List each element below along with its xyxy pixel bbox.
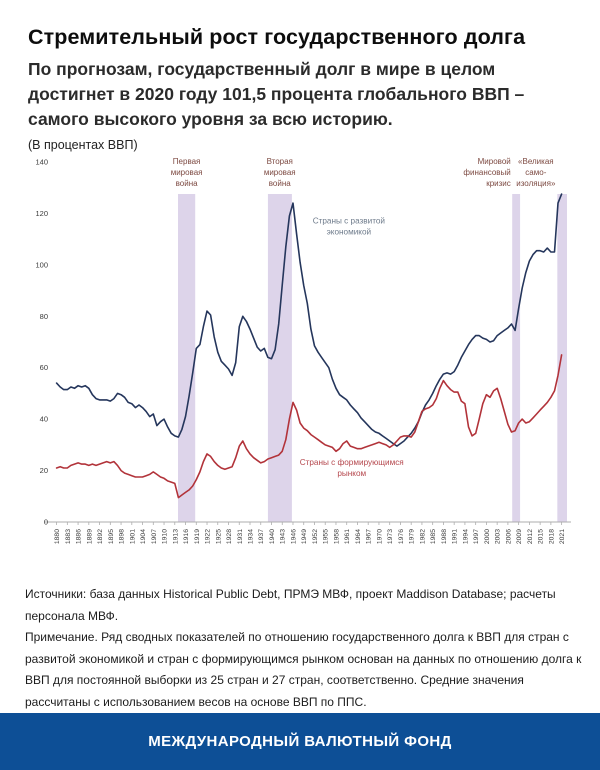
x-tick-label: 2012 (527, 529, 534, 544)
x-tick-label: 1979 (409, 529, 416, 544)
chart-canvas: Первая мировая война Вторая мировая война Миро… (35, 157, 571, 544)
event-band-label-1: война (269, 179, 291, 188)
x-tick-label: 2000 (484, 529, 491, 544)
note-text: Примечание. Ряд сводных показателей по о… (25, 630, 582, 709)
series-label-1: рынком (337, 469, 366, 478)
x-tick-label: 1901 (129, 529, 136, 544)
event-band-label-3: изоляция» (516, 179, 556, 188)
footnotes: Источники: база данных Historical Public… (25, 584, 582, 713)
x-tick-label: 1883 (65, 529, 72, 544)
x-tick-label: 1931 (237, 529, 244, 544)
series-line-0 (55, 193, 563, 447)
debt-line-chart: Первая мировая война Вторая мировая война Миро… (30, 150, 585, 577)
x-tick-label: 1961 (344, 529, 351, 544)
event-band-3 (557, 194, 567, 522)
x-tick-label: 1988 (441, 529, 448, 544)
imf-footer-bar: МЕЖДУНАРОДНЫЙ ВАЛЮТНЫЙ ФОНД (0, 713, 600, 770)
x-tick-label: 1958 (333, 529, 340, 544)
series-label-1: Страны с формирующимся (300, 458, 404, 467)
event-band-label-1: мировая (264, 168, 296, 177)
x-tick-label: 1934 (248, 529, 255, 544)
x-tick-label: 1889 (86, 529, 93, 544)
x-tick-label: 1994 (462, 529, 469, 544)
event-band-0 (178, 194, 196, 522)
x-tick-label: 1952 (312, 529, 319, 544)
y-tick-label: 20 (40, 466, 48, 475)
event-band-2 (512, 194, 521, 522)
event-band-label-0: война (176, 179, 198, 188)
x-tick-label: 1946 (290, 529, 297, 544)
x-tick-label: 1898 (119, 529, 126, 544)
units-note: (В процентах ВВП) (28, 138, 138, 152)
x-tick-label: 1970 (376, 529, 383, 544)
x-tick-label: 2015 (538, 529, 545, 544)
y-tick-label: 100 (35, 260, 48, 269)
x-tick-label: 1964 (355, 529, 362, 544)
x-tick-label: 1922 (205, 529, 212, 544)
x-tick-label: 2006 (505, 529, 512, 544)
event-band-label-3: «Великая (518, 157, 554, 166)
sources-text: Источники: база данных Historical Public… (25, 587, 556, 623)
x-tick-label: 1991 (452, 529, 459, 544)
headline-block: Стремительный рост государственного долг… (28, 24, 576, 152)
x-tick-label: 1937 (258, 529, 265, 544)
event-band-label-0: мировая (171, 168, 203, 177)
y-tick-label: 60 (40, 363, 48, 372)
x-tick-label: 1940 (269, 529, 276, 544)
x-tick-label: 1895 (108, 529, 115, 544)
x-tick-label: 1892 (97, 529, 104, 544)
x-tick-label: 2003 (495, 529, 502, 544)
x-tick-label: 1943 (280, 529, 287, 544)
x-tick-label: 1949 (301, 529, 308, 544)
series-label-0: Страны с развитой (313, 216, 385, 225)
event-band-label-2: финансовый (463, 168, 510, 177)
x-tick-label: 1880 (54, 529, 61, 544)
x-tick-label: 1919 (194, 529, 201, 544)
x-tick-label: 1928 (226, 529, 233, 544)
x-tick-label: 1910 (162, 529, 169, 544)
x-tick-label: 1925 (215, 529, 222, 544)
event-band-label-1: Вторая (267, 157, 293, 166)
event-band-label-0: Первая (173, 157, 201, 166)
series-label-0: экономикой (327, 227, 371, 236)
event-band-label-2: Мировой (478, 157, 511, 166)
subtitle: По прогнозам, государственный долг в мир… (28, 59, 525, 129)
x-tick-label: 1955 (323, 529, 330, 544)
y-tick-label: 140 (35, 158, 48, 167)
event-band-label-3: само- (525, 168, 546, 177)
x-tick-label: 1913 (172, 529, 179, 544)
x-tick-label: 1982 (419, 529, 426, 544)
x-tick-label: 1907 (151, 529, 158, 544)
x-tick-label: 1985 (430, 529, 437, 544)
x-tick-label: 2018 (548, 529, 555, 544)
x-tick-label: 1976 (398, 529, 405, 544)
x-tick-label: 1967 (366, 529, 373, 544)
x-tick-label: 1997 (473, 529, 480, 544)
x-tick-label: 1973 (387, 529, 394, 544)
page-title: Стремительный рост государственного долг… (28, 25, 526, 49)
event-band-label-2: кризис (486, 179, 511, 188)
x-tick-label: 1916 (183, 529, 190, 544)
y-tick-label: 120 (35, 209, 48, 218)
x-tick-label: 2009 (516, 529, 523, 544)
x-tick-label: 2021 (559, 529, 566, 544)
y-tick-label: 80 (40, 312, 48, 321)
series-line-1 (55, 354, 563, 499)
y-tick-label: 0 (44, 518, 48, 527)
y-tick-label: 40 (40, 415, 48, 424)
x-tick-label: 1904 (140, 529, 147, 544)
x-tick-label: 1886 (76, 529, 83, 544)
imf-org-name: МЕЖДУНАРОДНЫЙ ВАЛЮТНЫЙ ФОНД (148, 733, 452, 750)
